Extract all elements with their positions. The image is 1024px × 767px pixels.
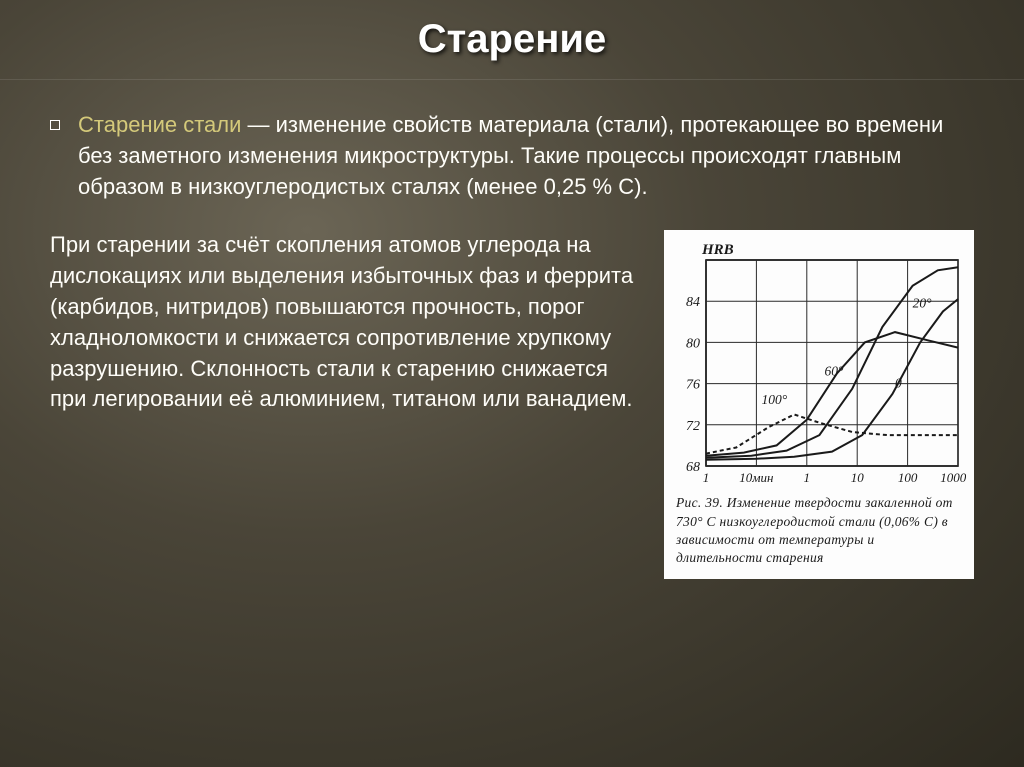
svg-text:1: 1 (703, 470, 710, 485)
svg-text:1: 1 (804, 470, 811, 485)
svg-text:76: 76 (686, 378, 700, 393)
svg-text:80: 80 (686, 337, 700, 352)
page-title: Старение (418, 17, 606, 62)
svg-text:60°: 60° (824, 364, 844, 379)
bullet-icon (50, 120, 60, 130)
svg-text:20°: 20° (913, 296, 933, 311)
two-column-row: При старении за счёт скопления атомов уг… (50, 230, 974, 579)
svg-text:68: 68 (686, 460, 700, 475)
svg-text:100°: 100° (761, 393, 787, 408)
paragraph-2: При старении за счёт скопления атомов уг… (50, 230, 644, 415)
paragraph-1: Старение стали — изменение свойств матер… (78, 110, 974, 202)
hardness-chart: 68 72 76 80 84 HRB 1 10мин 1 10 100 1000 ч 100° 60° 20… (672, 238, 966, 488)
svg-text:0: 0 (895, 376, 902, 391)
svg-text:10мин: 10мин (739, 470, 773, 485)
svg-text:1000 ч: 1000 ч (940, 470, 966, 485)
term-highlight: Старение стали (78, 112, 241, 137)
svg-text:84: 84 (686, 296, 700, 311)
chart-caption: Рис. 39. Изменение твердости закаленной … (672, 488, 966, 567)
svg-text:100: 100 (898, 470, 918, 485)
paragraph-1-block: Старение стали — изменение свойств матер… (50, 110, 974, 202)
svg-text:10: 10 (851, 470, 865, 485)
content: Старение стали — изменение свойств матер… (0, 80, 1024, 579)
svg-text:72: 72 (686, 419, 700, 434)
title-bar: Старение (0, 0, 1024, 80)
svg-text:HRB: HRB (701, 242, 734, 258)
chart-panel: 68 72 76 80 84 HRB 1 10мин 1 10 100 1000 ч 100° 60° 20… (664, 230, 974, 579)
